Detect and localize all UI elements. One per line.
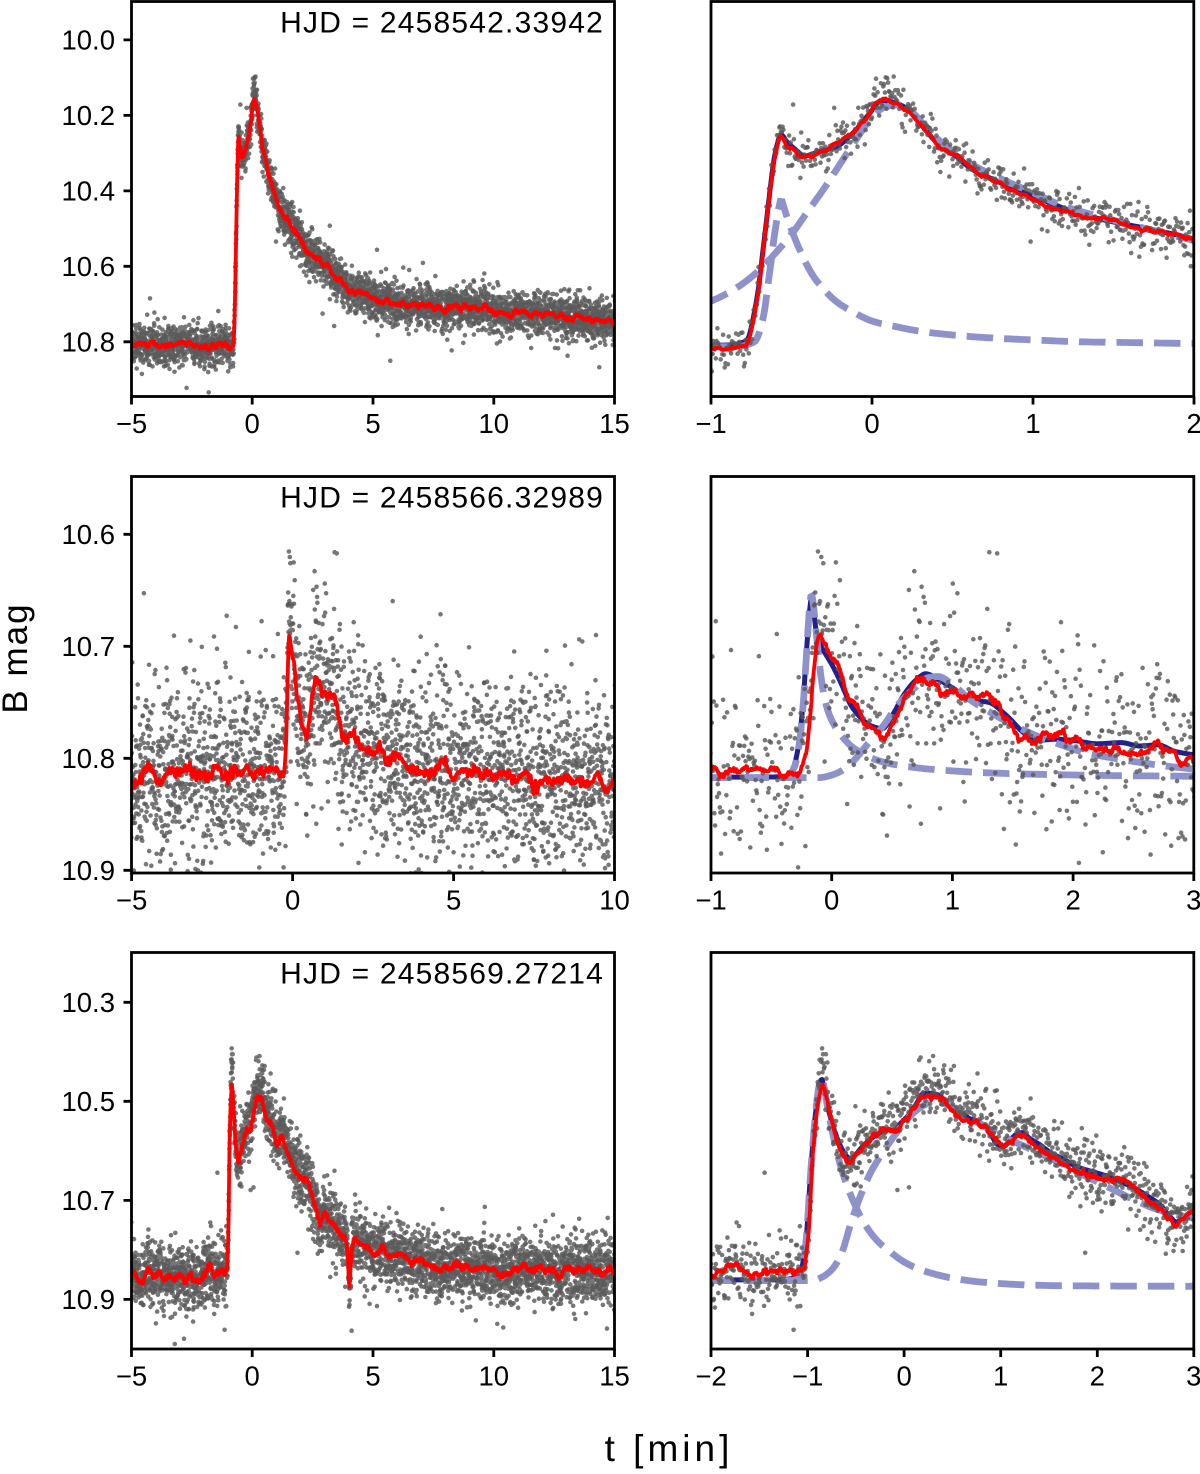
svg-text:10.2: 10.2 — [61, 100, 115, 131]
svg-text:−1: −1 — [695, 408, 726, 439]
svg-text:HJD = 2458542.33942: HJD = 2458542.33942 — [280, 7, 604, 40]
svg-text:10.8: 10.8 — [61, 743, 115, 774]
svg-text:1: 1 — [945, 885, 960, 916]
svg-text:10.9: 10.9 — [61, 855, 115, 886]
svg-text:3: 3 — [1186, 1361, 1200, 1392]
svg-text:10.9: 10.9 — [61, 1284, 115, 1315]
svg-text:0: 0 — [245, 408, 260, 439]
svg-text:t [min]: t [min] — [605, 1428, 734, 1469]
svg-text:0: 0 — [824, 885, 839, 916]
svg-text:5: 5 — [446, 885, 461, 916]
svg-text:−5: −5 — [116, 1361, 147, 1392]
svg-text:−5: −5 — [116, 885, 147, 916]
svg-text:−5: −5 — [116, 408, 147, 439]
svg-text:−2: −2 — [695, 1361, 726, 1392]
svg-text:10: 10 — [479, 408, 510, 439]
svg-text:10.6: 10.6 — [61, 519, 115, 550]
svg-text:1: 1 — [993, 1361, 1008, 1392]
svg-text:10: 10 — [599, 885, 630, 916]
svg-text:10.7: 10.7 — [61, 631, 115, 662]
svg-text:0: 0 — [245, 1361, 260, 1392]
svg-text:15: 15 — [599, 408, 630, 439]
svg-text:15: 15 — [599, 1361, 630, 1392]
svg-text:10.4: 10.4 — [61, 175, 115, 206]
svg-text:2: 2 — [1090, 1361, 1105, 1392]
svg-text:5: 5 — [365, 408, 380, 439]
svg-text:HJD = 2458566.32989: HJD = 2458566.32989 — [280, 482, 604, 515]
svg-text:−1: −1 — [792, 1361, 823, 1392]
svg-text:10: 10 — [479, 1361, 510, 1392]
svg-text:0: 0 — [285, 885, 300, 916]
svg-text:0: 0 — [896, 1361, 911, 1392]
svg-text:2: 2 — [1065, 885, 1080, 916]
svg-text:10.3: 10.3 — [61, 987, 115, 1018]
svg-text:0: 0 — [864, 408, 879, 439]
svg-text:10.8: 10.8 — [61, 326, 115, 357]
svg-text:2: 2 — [1186, 408, 1200, 439]
svg-text:HJD = 2458569.27214: HJD = 2458569.27214 — [280, 958, 604, 991]
svg-text:10.5: 10.5 — [61, 1086, 115, 1117]
svg-text:B mag: B mag — [0, 602, 35, 713]
svg-text:5: 5 — [365, 1361, 380, 1392]
svg-text:1: 1 — [1025, 408, 1040, 439]
svg-text:3: 3 — [1186, 885, 1200, 916]
svg-text:10.6: 10.6 — [61, 251, 115, 282]
svg-text:10.7: 10.7 — [61, 1185, 115, 1216]
svg-text:−1: −1 — [695, 885, 726, 916]
svg-text:10.0: 10.0 — [61, 24, 115, 55]
